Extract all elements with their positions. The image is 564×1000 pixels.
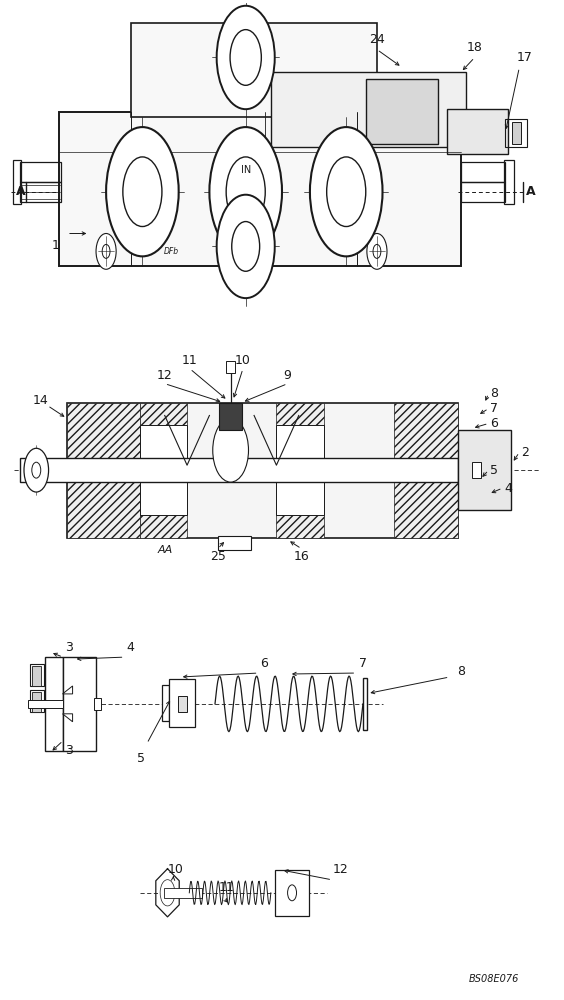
Text: 5: 5 bbox=[137, 752, 146, 765]
Bar bbox=[20, 162, 61, 182]
Text: 12: 12 bbox=[157, 369, 173, 382]
Bar bbox=[29, 690, 43, 712]
Bar bbox=[505, 119, 527, 147]
Bar bbox=[394, 403, 458, 538]
Bar bbox=[67, 403, 140, 538]
Circle shape bbox=[106, 127, 179, 256]
Bar bbox=[461, 182, 505, 202]
Circle shape bbox=[32, 462, 41, 478]
Text: 5: 5 bbox=[490, 464, 498, 477]
Text: 10: 10 bbox=[168, 863, 184, 876]
Text: 25: 25 bbox=[210, 550, 226, 563]
Text: IN: IN bbox=[241, 165, 251, 175]
Circle shape bbox=[232, 222, 259, 271]
Text: 1: 1 bbox=[52, 239, 60, 252]
Circle shape bbox=[230, 30, 261, 85]
Bar bbox=[276, 425, 324, 515]
Bar bbox=[226, 361, 235, 373]
Text: BS08E076: BS08E076 bbox=[469, 974, 519, 984]
Text: 10: 10 bbox=[235, 354, 251, 367]
Text: A: A bbox=[16, 185, 26, 198]
Circle shape bbox=[123, 157, 162, 227]
Circle shape bbox=[288, 885, 297, 901]
Circle shape bbox=[96, 233, 116, 269]
Bar bbox=[20, 182, 61, 202]
Text: 6: 6 bbox=[490, 417, 498, 430]
Bar bbox=[512, 122, 521, 144]
Bar bbox=[140, 425, 187, 515]
Bar bbox=[164, 888, 202, 898]
Text: 11: 11 bbox=[218, 881, 234, 894]
Bar bbox=[275, 870, 309, 916]
Bar bbox=[131, 23, 377, 117]
Bar bbox=[504, 160, 514, 204]
Bar bbox=[366, 79, 438, 144]
Text: 8: 8 bbox=[457, 665, 465, 678]
Text: 2: 2 bbox=[521, 446, 529, 459]
Bar bbox=[94, 698, 100, 710]
Bar bbox=[219, 403, 242, 430]
Circle shape bbox=[217, 195, 275, 298]
Polygon shape bbox=[63, 714, 73, 722]
Bar bbox=[140, 403, 187, 538]
Text: 14: 14 bbox=[33, 394, 49, 407]
Circle shape bbox=[102, 244, 110, 258]
Text: 18: 18 bbox=[467, 41, 483, 54]
Bar bbox=[447, 109, 508, 154]
Bar bbox=[13, 160, 21, 204]
Text: 8: 8 bbox=[490, 387, 498, 400]
Text: DFb: DFb bbox=[164, 247, 179, 256]
Text: 24: 24 bbox=[369, 33, 385, 46]
Circle shape bbox=[213, 418, 249, 482]
Text: A: A bbox=[526, 185, 535, 198]
Circle shape bbox=[209, 127, 282, 256]
Bar bbox=[67, 403, 458, 538]
Text: AA: AA bbox=[157, 545, 173, 555]
Circle shape bbox=[373, 244, 381, 258]
Bar bbox=[472, 462, 481, 478]
Bar bbox=[271, 72, 466, 147]
Bar bbox=[32, 692, 41, 712]
Bar bbox=[28, 700, 63, 708]
Bar bbox=[218, 536, 252, 550]
Bar bbox=[32, 666, 41, 686]
Bar bbox=[461, 162, 505, 182]
Polygon shape bbox=[63, 686, 73, 694]
Text: 9: 9 bbox=[284, 369, 292, 382]
Text: 4: 4 bbox=[126, 641, 134, 654]
Circle shape bbox=[310, 127, 382, 256]
Bar bbox=[458, 430, 511, 510]
Bar bbox=[20, 458, 458, 482]
Bar bbox=[363, 678, 367, 730]
Circle shape bbox=[226, 157, 265, 227]
Bar bbox=[276, 403, 324, 538]
Circle shape bbox=[148, 460, 159, 480]
Circle shape bbox=[367, 233, 387, 269]
Circle shape bbox=[160, 880, 175, 906]
Text: 12: 12 bbox=[333, 863, 349, 876]
Text: 6: 6 bbox=[260, 657, 268, 670]
Text: 7: 7 bbox=[490, 402, 498, 415]
Circle shape bbox=[217, 6, 275, 109]
Circle shape bbox=[327, 157, 366, 227]
Bar bbox=[162, 685, 169, 721]
Text: 3: 3 bbox=[65, 641, 73, 654]
Bar bbox=[178, 696, 187, 712]
Text: 3: 3 bbox=[65, 744, 73, 757]
Bar bbox=[63, 657, 96, 751]
Text: 17: 17 bbox=[517, 51, 533, 64]
Text: 11: 11 bbox=[182, 354, 198, 367]
Text: 7: 7 bbox=[359, 657, 367, 670]
Bar bbox=[169, 679, 196, 727]
Bar bbox=[45, 657, 63, 751]
Text: 4: 4 bbox=[504, 482, 512, 495]
Circle shape bbox=[24, 448, 49, 492]
Bar bbox=[29, 664, 43, 686]
Text: 16: 16 bbox=[294, 550, 310, 563]
Bar bbox=[59, 112, 461, 266]
